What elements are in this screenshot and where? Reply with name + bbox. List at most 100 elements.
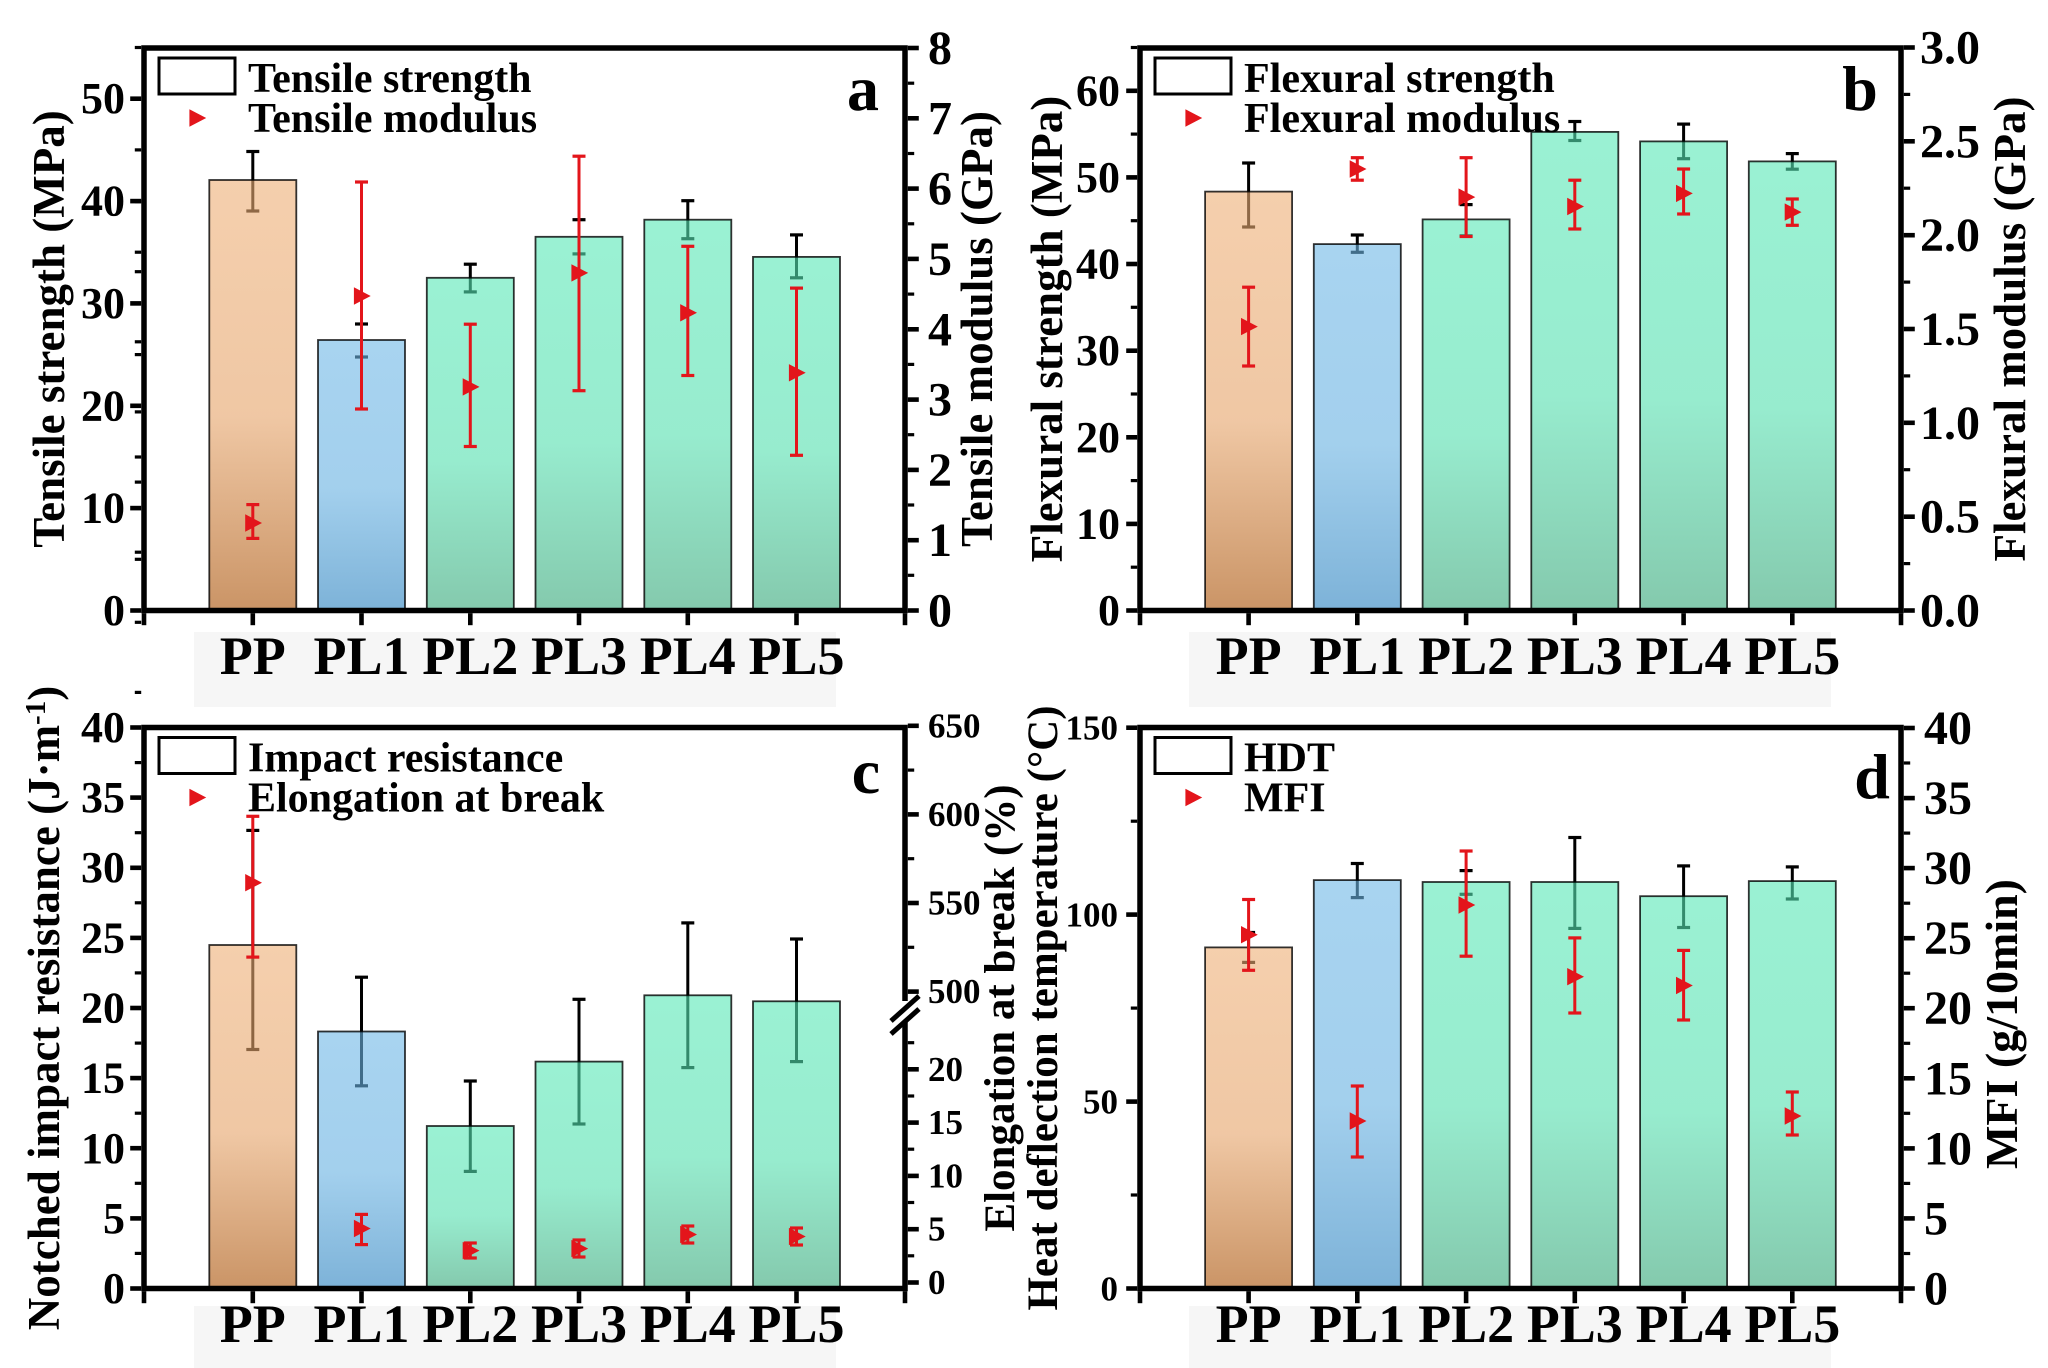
svg-text:20: 20 <box>1076 413 1120 462</box>
svg-text:a: a <box>847 53 879 124</box>
svg-text:6: 6 <box>928 163 952 216</box>
svg-text:2.5: 2.5 <box>1920 115 1980 168</box>
svg-text:1: 1 <box>928 514 952 567</box>
svg-text:5: 5 <box>103 1194 125 1243</box>
svg-text:650: 650 <box>928 706 981 745</box>
svg-text:PL1: PL1 <box>1309 626 1405 686</box>
svg-text:20: 20 <box>81 381 125 430</box>
svg-text:PL1: PL1 <box>1309 1294 1405 1354</box>
svg-text:5: 5 <box>928 233 952 286</box>
svg-text:3: 3 <box>928 374 952 427</box>
svg-text:40: 40 <box>1924 702 1972 755</box>
svg-text:PL5: PL5 <box>748 626 844 686</box>
svg-text:7: 7 <box>928 92 952 145</box>
svg-text:PL2: PL2 <box>1418 1294 1514 1354</box>
svg-text:PL2: PL2 <box>1418 626 1514 686</box>
svg-text:MFI (g/10min): MFI (g/10min) <box>1976 879 2027 1169</box>
svg-text:10: 10 <box>81 1124 125 1173</box>
svg-text:10: 10 <box>1924 1122 1972 1175</box>
svg-text:15: 15 <box>928 1103 963 1142</box>
svg-text:550: 550 <box>928 884 981 923</box>
svg-text:0: 0 <box>103 586 125 635</box>
svg-text:0: 0 <box>928 1263 946 1302</box>
svg-text:PL4: PL4 <box>1636 1294 1732 1354</box>
svg-text:2: 2 <box>928 444 952 497</box>
svg-text:PL2: PL2 <box>422 1294 518 1354</box>
svg-text:Flexural strength (MPa): Flexural strength (MPa) <box>1022 96 1072 563</box>
svg-text:PL4: PL4 <box>640 626 736 686</box>
svg-text:0: 0 <box>103 1264 125 1313</box>
svg-text:10: 10 <box>928 1156 963 1195</box>
svg-text:0.5: 0.5 <box>1920 491 1980 544</box>
svg-text:PL5: PL5 <box>1744 626 1840 686</box>
svg-text:PL3: PL3 <box>531 626 627 686</box>
svg-text:0: 0 <box>1098 586 1120 635</box>
svg-text:PL3: PL3 <box>1527 626 1623 686</box>
svg-text:25: 25 <box>81 913 125 962</box>
svg-text:50: 50 <box>81 74 125 123</box>
svg-text:60: 60 <box>1076 66 1120 115</box>
svg-text:PL3: PL3 <box>1527 1294 1623 1354</box>
svg-text:35: 35 <box>1924 772 1972 825</box>
svg-text:PP: PP <box>220 1294 286 1354</box>
svg-text:1.0: 1.0 <box>1920 397 1980 450</box>
svg-text:Elongation at break (%): Elongation at break (%) <box>977 784 1024 1231</box>
svg-text:1.5: 1.5 <box>1920 303 1980 356</box>
svg-text:30: 30 <box>1924 842 1972 895</box>
svg-text:PL4: PL4 <box>640 1294 736 1354</box>
svg-text:PP: PP <box>1216 626 1282 686</box>
svg-text:PL5: PL5 <box>748 1294 844 1354</box>
svg-text:25: 25 <box>1924 912 1972 965</box>
svg-text:2.0: 2.0 <box>1920 209 1980 262</box>
svg-text:Impact resistance: Impact resistance <box>248 736 563 782</box>
svg-text:30: 30 <box>81 843 125 892</box>
svg-text:0: 0 <box>928 585 952 638</box>
svg-text:20: 20 <box>81 984 125 1033</box>
svg-text:PL5: PL5 <box>1744 1294 1840 1354</box>
svg-text:Notched impact resistance (J·m: Notched impact resistance (J·m-1) <box>19 686 69 1330</box>
svg-text:3.0: 3.0 <box>1920 22 1980 75</box>
svg-text:Flexural modulus (GPa): Flexural modulus (GPa) <box>1985 96 2035 561</box>
svg-text:0: 0 <box>1924 1263 1948 1316</box>
svg-text:4: 4 <box>928 303 952 356</box>
svg-text:50: 50 <box>1076 153 1120 202</box>
svg-text:10: 10 <box>81 484 125 533</box>
svg-text:15: 15 <box>81 1054 125 1103</box>
svg-text:10: 10 <box>1076 499 1120 548</box>
svg-text:c: c <box>852 736 880 807</box>
svg-text:PL3: PL3 <box>531 1294 627 1354</box>
svg-text:MFI: MFI <box>1244 776 1326 822</box>
svg-text:20: 20 <box>1924 982 1972 1035</box>
svg-text:30: 30 <box>1076 326 1120 375</box>
svg-text:40: 40 <box>81 703 125 752</box>
svg-text:Tensile modulus (GPa): Tensile modulus (GPa) <box>952 111 1002 547</box>
svg-text:20: 20 <box>928 1050 963 1089</box>
svg-text:15: 15 <box>1924 1052 1972 1105</box>
svg-text:PP: PP <box>1216 1294 1282 1354</box>
svg-text:150: 150 <box>1066 709 1119 748</box>
svg-text:40: 40 <box>81 177 125 226</box>
svg-text:PP: PP <box>220 626 286 686</box>
svg-text:100: 100 <box>1066 896 1119 935</box>
svg-text:b: b <box>1842 53 1878 124</box>
svg-text:PL2: PL2 <box>422 626 518 686</box>
svg-text:0: 0 <box>1101 1270 1119 1309</box>
svg-text:Flexural strength: Flexural strength <box>1244 56 1555 102</box>
svg-text:HDT: HDT <box>1244 736 1335 782</box>
svg-text:Elongation at break: Elongation at break <box>248 776 605 822</box>
svg-text:PL1: PL1 <box>313 1294 409 1354</box>
svg-text:Tensile strength: Tensile strength <box>248 56 532 102</box>
svg-text:8: 8 <box>928 22 952 75</box>
svg-text:0.0: 0.0 <box>1920 585 1980 638</box>
svg-text:5: 5 <box>928 1210 946 1249</box>
svg-text:500: 500 <box>928 972 981 1011</box>
svg-text:d: d <box>1854 741 1890 812</box>
svg-text:40: 40 <box>1076 240 1120 289</box>
svg-text:Tensile modulus: Tensile modulus <box>248 96 537 142</box>
svg-text:35: 35 <box>81 773 125 822</box>
svg-text:30: 30 <box>81 279 125 328</box>
svg-text:PL1: PL1 <box>313 626 409 686</box>
svg-text:600: 600 <box>928 795 981 834</box>
svg-text:Heat deflection temperature (°: Heat deflection temperature (°C) <box>1020 705 1067 1310</box>
svg-text:5: 5 <box>1924 1192 1948 1245</box>
